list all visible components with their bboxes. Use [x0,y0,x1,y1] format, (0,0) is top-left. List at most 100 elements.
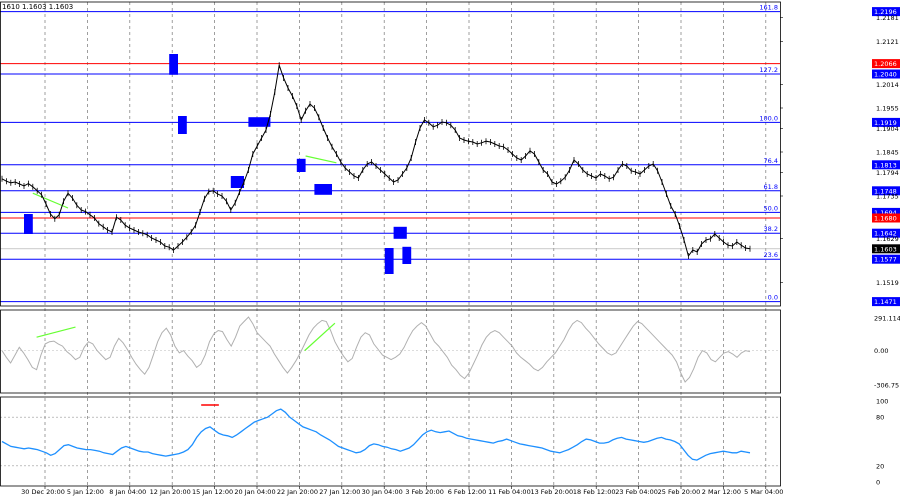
time-label: 15 Jan 12:00 [192,488,233,496]
zone-box [384,248,394,274]
rsi-axis-label: 80 [876,414,884,422]
fib-price-label-bg [872,228,900,238]
time-label: 2 Mar 12:00 [702,488,741,496]
price-tick-label: 1.2014 [876,81,899,89]
rsi-line [1,408,751,461]
fib-price-label: 1.1577 [874,256,897,264]
fib-price-label-bg [872,7,900,17]
oscillator-trendline [36,326,76,338]
time-label: 13 Feb 20:00 [530,488,573,496]
fib-price-label-bg [872,297,900,307]
price-axis: 1.21961.20401.19191.18131.17481.16941.16… [780,7,900,487]
zone-box [248,117,271,127]
fib-level-pct: 161.8 [759,4,778,12]
red-price-label: 1.2066 [874,60,897,68]
zone-box [24,214,33,234]
price-trendline [32,192,69,209]
time-label: 5 Jan 12:00 [67,488,104,496]
price-tick-label: 1.1519 [876,279,899,287]
current-price-label-bg [872,244,900,254]
fib-price-label-bg [872,254,900,264]
time-label: 11 Feb 04:00 [488,488,531,496]
fib-level-pct: 23.6 [764,251,778,259]
time-label: 5 Mar 04:00 [744,488,783,496]
zone-box [393,226,407,239]
panel-frame [0,309,781,394]
fib-price-label: 1.2196 [874,8,897,16]
zone-box [296,158,306,172]
current-price-label: 1.1603 [874,245,897,253]
zone-box [314,184,332,195]
fib-price-label-bg [872,160,900,170]
rsi-axis-label: 20 [876,462,884,470]
fib-price-label-bg [872,117,900,127]
red-price-label-bg [872,213,900,223]
red-price-label-bg [872,59,900,69]
panel-frame [0,396,781,487]
price-tick-label: 1.2181 [876,14,899,22]
zone-boxes [24,54,412,274]
price-tick-label: 1.1629 [876,235,899,243]
price-tick-label: 1.1735 [876,193,899,201]
fib-price-label: 1.2040 [874,71,897,79]
fib-level-pct: 127.2 [759,66,778,74]
price-tick-label: 1.1845 [876,149,899,157]
osc-axis-label: 291.1145 [874,315,900,323]
trendlines [32,155,337,209]
time-label: 25 Feb 20:00 [658,488,701,496]
zone-box [169,54,178,75]
ohlc-header: 1610 1.1603 1.1603 [2,3,73,11]
fib-price-label: 1.1471 [874,298,897,306]
fib-level-pct: 50.0 [764,204,778,212]
fib-price-label: 1.1642 [874,230,897,238]
price-series [1,62,751,259]
oscillator-series [1,316,751,383]
time-label: 12 Jan 20:00 [150,488,191,496]
zone-box [230,176,244,188]
price-trendline [305,155,337,164]
price-tick-label: 1.1955 [876,105,899,113]
fib-level-pct: 76.4 [764,157,778,165]
zone-box [402,246,412,264]
rsi-axis-label: 100 [876,398,888,406]
time-label: 23 Feb 04:00 [615,488,658,496]
time-label: 18 Feb 12:00 [573,488,616,496]
fib-price-label: 1.1694 [874,209,897,217]
fib-level-pct: 61.8 [764,183,778,191]
rsi-axis-label: 0 [876,479,880,487]
oscillator-trendline [304,322,336,352]
osc-axis-label: -306.75 [874,382,899,390]
time-label: 6 Feb 12:00 [448,488,487,496]
osc-axis-label: 0.00 [874,347,888,355]
oscillator-line [1,316,751,383]
price-tick-label: 1.1794 [876,169,899,177]
panel-frame [0,1,781,307]
panel-frames [0,1,781,487]
fib-levels: 161.8 127.2 100.0 76.4 61.8 50.0 38.2 23.6 0.0 [0,4,780,303]
fib-level-pct: 38.2 [764,225,778,233]
fib-price-label-bg [872,69,900,79]
time-label: 27 Jan 12:00 [319,488,360,496]
time-label: 30 Jan 04:00 [362,488,403,496]
fib-price-label: 1.1813 [874,161,897,169]
price-tick-label: 1.1904 [876,125,899,133]
time-label: 22 Jan 20:00 [277,488,318,496]
red-price-label: 1.1680 [874,215,897,223]
fib-price-label-bg [872,186,900,196]
grid [0,2,780,486]
time-label: 8 Jan 04:00 [109,488,146,496]
rsi-series [1,404,751,461]
fib-price-label: 1.1919 [874,119,897,127]
zone-box [178,116,187,134]
time-label: 30 Dec 20:00 [21,488,65,496]
time-axis: 30 Dec 20:00 5 Jan 12:00 8 Jan 04:00 12 Jan… [21,486,783,496]
time-label: 20 Jan 04:00 [234,488,275,496]
fib-level-pct: 100.0 [759,114,778,122]
price-line [1,65,751,258]
fib-price-label-bg [872,207,900,217]
time-label: 3 Feb 20:00 [405,488,444,496]
fib-level-pct: 0.0 [768,294,778,302]
fib-price-label: 1.1748 [874,187,897,195]
